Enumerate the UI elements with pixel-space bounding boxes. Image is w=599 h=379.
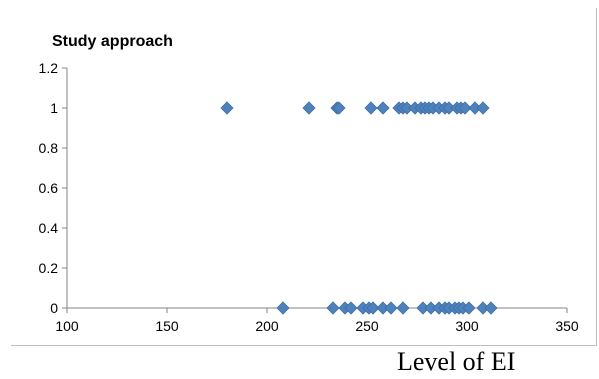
y-tick-label: 0.8 (39, 140, 59, 156)
data-point (462, 301, 476, 315)
data-point (326, 301, 340, 315)
data-point (366, 301, 380, 315)
x-tick-label: 350 (555, 318, 579, 334)
data-point (396, 301, 410, 315)
chart-title: Study approach (52, 33, 173, 50)
x-axis-label: Level of EI (397, 347, 516, 376)
y-tick-label: 0.4 (39, 220, 59, 236)
y-tick-label: 0 (50, 300, 58, 316)
data-point (458, 101, 472, 115)
y-tick-label: 1.2 (39, 60, 59, 76)
chart-frame (11, 8, 597, 346)
data-point (332, 101, 346, 115)
data-point (220, 101, 234, 115)
data-point (302, 101, 316, 115)
data-point (344, 301, 358, 315)
x-tick-label: 150 (155, 318, 179, 334)
data-point (376, 101, 390, 115)
data-point (484, 301, 498, 315)
y-tick-label: 0.2 (39, 260, 59, 276)
data-point (364, 101, 378, 115)
x-tick-label: 200 (255, 318, 279, 334)
data-points (220, 101, 498, 315)
data-point (276, 301, 290, 315)
data-point (476, 101, 490, 115)
data-point (384, 301, 398, 315)
tick-labels: 0 0.2 0.4 0.6 0.8 1 1.2 100 150 200 250 300 350 (39, 60, 579, 334)
x-tick-label: 100 (55, 318, 79, 334)
x-tick-label: 300 (455, 318, 479, 334)
axes (62, 67, 568, 313)
x-tick-label: 250 (355, 318, 379, 334)
y-tick-label: 0.6 (39, 180, 59, 196)
y-tick-label: 1 (50, 100, 58, 116)
